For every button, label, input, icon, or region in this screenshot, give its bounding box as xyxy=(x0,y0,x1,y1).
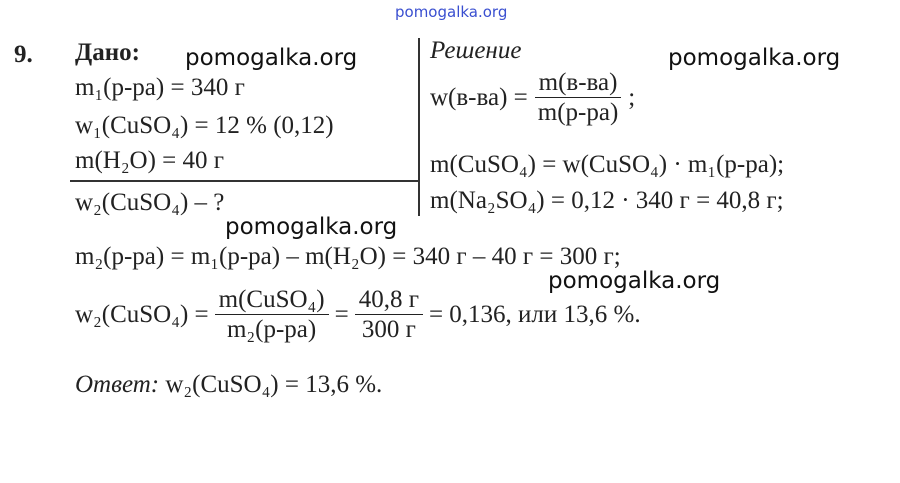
given-line: m₁(р-ра) = 340 г xyxy=(75,74,245,101)
formula-end: ; xyxy=(628,84,636,111)
given-line: w₁(CuSO₄) = 12 % (0,12) xyxy=(75,112,334,139)
given-line: m(H₂O) = 40 г xyxy=(75,147,225,174)
denominator: 300 г xyxy=(361,316,416,343)
watermark: pomogalka.org xyxy=(668,45,841,71)
answer-label: Ответ: xyxy=(75,371,160,398)
final-lhs: w₂(CuSO₄) = xyxy=(75,301,209,328)
given-find: w₂(CuSO₄) – ? xyxy=(75,189,225,216)
equals: = xyxy=(334,301,349,328)
answer: Ответ: w₂(CuSO₄) = 13,6 %. xyxy=(75,372,382,397)
formula: w(в-ва) = m(в-ва) m(р-ра) ; xyxy=(430,68,635,127)
final-result: = 0,136, или 13,6 %. xyxy=(428,301,641,328)
fraction: m(в-ва) m(р-ра) xyxy=(534,68,623,127)
solution-line: m(CuSO₄) = w(CuSO₄) · m₁(р-ра); xyxy=(430,151,785,178)
formula-lhs: w(в-ва) = xyxy=(430,84,528,111)
given-title: Дано: xyxy=(75,39,140,66)
divider xyxy=(70,180,420,182)
fraction: 40,8 г 300 г xyxy=(354,285,423,344)
solution-title: Решение xyxy=(430,37,522,64)
solution-line: m(Na₂SO₄) = 0,12 · 340 г = 40,8 г; xyxy=(430,187,784,214)
watermark: pomogalka.org xyxy=(225,214,398,240)
watermark: pomogalka.org xyxy=(395,3,508,21)
answer-text: w₂(CuSO₄) = 13,6 %. xyxy=(165,371,383,398)
denominator: m(р-ра) xyxy=(537,99,619,126)
denominator: m₂(р-ра) xyxy=(226,316,317,343)
problem-number: 9. xyxy=(14,41,33,68)
numerator: m(CuSO₄) xyxy=(214,285,329,315)
numerator: 40,8 г xyxy=(354,285,423,315)
watermark: pomogalka.org xyxy=(185,45,358,71)
calc-line: m₂(р-ра) = m₁(р-ра) – m(H₂O) = 340 г – 4… xyxy=(75,243,621,270)
fraction: m(CuSO₄) m₂(р-ра) xyxy=(214,285,329,344)
watermark: pomogalka.org xyxy=(548,268,721,294)
numerator: m(в-ва) xyxy=(534,68,622,98)
final-formula: w₂(CuSO₄) = m(CuSO₄) m₂(р-ра) = 40,8 г 3… xyxy=(75,285,641,344)
divider xyxy=(418,38,420,216)
